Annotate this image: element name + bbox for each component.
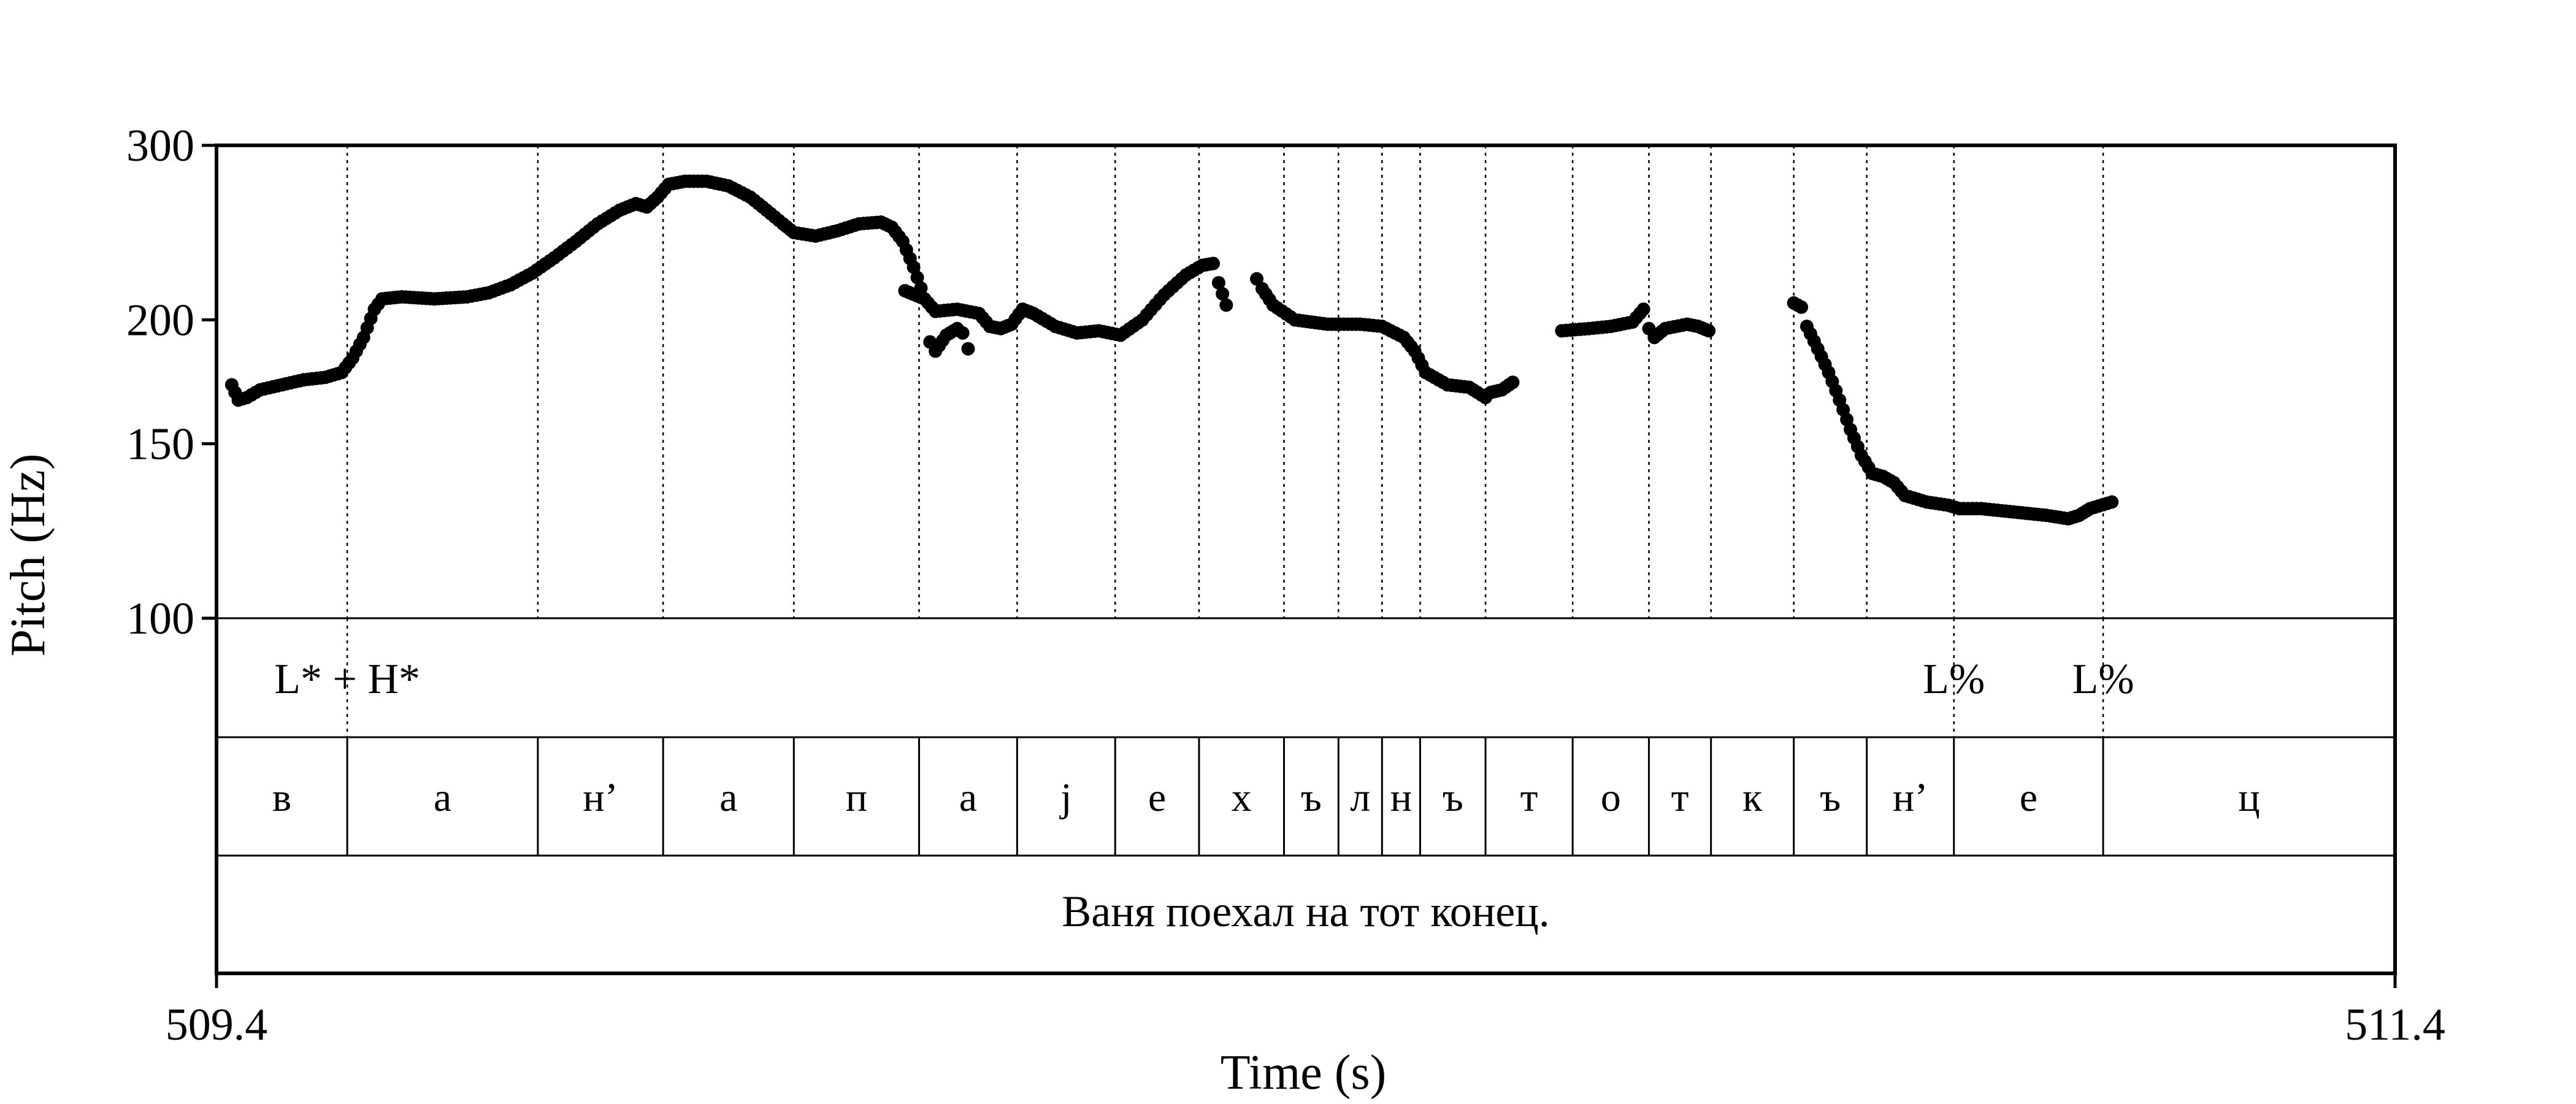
segment-label-9: ъ [1301, 775, 1322, 820]
pitch-point-166 [910, 270, 924, 285]
segment-label-5: а [959, 775, 977, 820]
pitch-point-356 [1702, 324, 1716, 338]
segment-label-7: е [1148, 775, 1166, 820]
axes: 100 150 200 300 509.4 511.4 [126, 121, 2445, 1050]
segment-label-18: н’ [1893, 775, 1928, 820]
tone-label-1: L% [1923, 656, 1985, 703]
segment-label-2: н’ [583, 775, 618, 820]
pitch-point-177 [956, 326, 970, 340]
y-tick-label-100: 100 [126, 594, 194, 644]
pitch-point-257 [1219, 298, 1233, 312]
tone-label-0: L* + H* [274, 656, 420, 703]
y-tick-label-150: 150 [126, 419, 194, 469]
pitch-point-256 [1216, 287, 1230, 301]
pitch-point-320 [1506, 375, 1520, 389]
segment-label-12: ъ [1443, 775, 1463, 820]
x-axis-label: Time (s) [1221, 1046, 1386, 1100]
segment-label-16: к [1742, 775, 1763, 820]
pitch-point-340 [1636, 302, 1650, 316]
segment-label-1: а [434, 775, 451, 820]
pitch-point-165 [907, 260, 921, 274]
segment-label-15: т [1671, 775, 1689, 820]
x-tick-label-0: 509.4 [166, 1000, 268, 1050]
pitch-point-258 [1250, 272, 1264, 286]
pitch-point-254 [1206, 256, 1221, 270]
segment-label-3: а [719, 775, 737, 820]
pitch-track [224, 174, 2119, 526]
pitch-point-255 [1211, 276, 1225, 290]
plot-frame [215, 144, 2397, 975]
y-tick-label-300: 300 [126, 121, 194, 171]
segment-label-0: в [272, 775, 291, 820]
segment-label-4: п [846, 775, 867, 820]
segment-label-14: о [1601, 775, 1621, 820]
segment-boundaries [346, 145, 2104, 618]
pitch-point-437 [2105, 495, 2119, 509]
x-tick-label-1: 511.4 [2345, 1000, 2445, 1050]
pitch-point-178 [961, 342, 975, 356]
segment-label-6: j [1059, 775, 1071, 820]
segment-label-20: ц [2238, 775, 2260, 820]
segment-label-19: е [2020, 775, 2037, 820]
segment-label-13: т [1520, 775, 1538, 820]
sentence-label: Ваня поехал на тот конец. [1062, 887, 1549, 936]
pitch-point-359 [1795, 300, 1809, 314]
segment-label-8: х [1232, 775, 1252, 820]
segment-label-17: ъ [1820, 775, 1841, 820]
tone-label-2: L% [2072, 656, 2134, 703]
segment-label-10: л [1350, 775, 1370, 820]
y-tick-label-200: 200 [126, 296, 194, 346]
y-axis-label: Pitch (Hz) [1, 453, 55, 656]
segment-label-11: н [1390, 775, 1412, 820]
